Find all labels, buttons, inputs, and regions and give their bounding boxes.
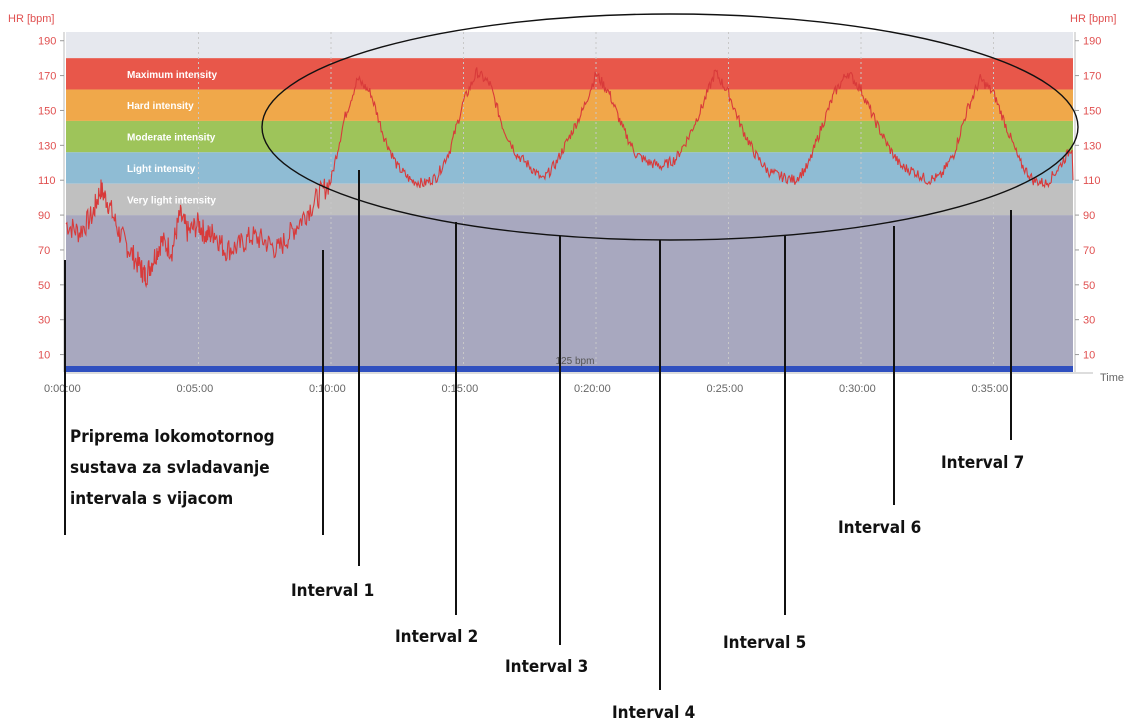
y-tick-label-right-190: 190 (1083, 36, 1101, 48)
x-tick-label-7: 0:35:00 (972, 383, 1009, 395)
y-axis-title-right: HR [bpm] (1070, 13, 1116, 25)
annotation-lines (64, 170, 1012, 690)
threshold-bar (66, 366, 1073, 372)
threshold-label: 125 bpm (556, 356, 595, 367)
y-tick-label-right-110: 110 (1083, 175, 1101, 187)
interval-5-label: Interval 5 (723, 633, 806, 653)
zone-label-3: Light intensity (127, 164, 196, 175)
zone-band-0 (66, 58, 1073, 90)
y-axis-title-left: HR [bpm] (8, 13, 54, 25)
y-tick-label-right-70: 70 (1083, 245, 1095, 257)
warmup-note-line-1: Priprema lokomotornog (70, 427, 275, 447)
y-tick-label-left-10: 10 (38, 350, 50, 362)
zone-label-0: Maximum intensity (127, 70, 217, 81)
y-axis-left: 10 30 50 70 90 110 130 150 170 190 (38, 32, 65, 372)
interval-7-label: Interval 7 (941, 453, 1024, 473)
interval-highlight-ellipse (261, 13, 1079, 241)
y-tick-label-right-130: 130 (1083, 140, 1101, 152)
y-tick-label-right-50: 50 (1083, 280, 1095, 292)
zone-label-4: Very light intensity (127, 195, 216, 206)
zone-label-1: Hard intensity (127, 101, 194, 112)
x-tick-label-4: 0:20:00 (574, 383, 611, 395)
y-tick-label-left-30: 30 (38, 315, 50, 327)
y-axis-right: 10 30 50 70 90 110 130 150 170 190 (1074, 32, 1101, 372)
threshold-bar-group: 125 bpm (66, 356, 1073, 372)
y-tick-label-left-150: 150 (38, 105, 56, 117)
interval-4-label: Interval 4 (612, 703, 695, 723)
y-tick-label-left-70: 70 (38, 245, 50, 257)
zone-band-3 (66, 152, 1073, 184)
zone-labels: Maximum intensity Hard intensity Moderate … (127, 70, 217, 207)
y-tick-label-left-90: 90 (38, 210, 50, 222)
x-tick-label-0: 0:00:00 (44, 383, 81, 395)
y-tick-label-left-50: 50 (38, 280, 50, 292)
zone-label-2: Moderate intensity (127, 133, 216, 144)
below-zone-area (66, 215, 1073, 372)
above-zone-area (66, 32, 1073, 59)
interval-3-label: Interval 3 (505, 657, 588, 677)
hr-line-0 (65, 67, 1074, 289)
x-tick-label-6: 0:30:00 (839, 383, 876, 395)
interval-6-label: Interval 6 (838, 518, 921, 538)
y-tick-label-left-190: 190 (38, 36, 56, 48)
zone-band-4 (66, 183, 1073, 216)
y-tick-label-right-150: 150 (1083, 105, 1101, 117)
y-tick-label-left-130: 130 (38, 140, 56, 152)
x-tick-label-5: 0:25:00 (707, 383, 744, 395)
y-tick-label-left-110: 110 (38, 175, 56, 187)
interval-1-label: Interval 1 (291, 581, 374, 601)
plot-background (66, 32, 1073, 372)
zone-band-1 (66, 89, 1073, 121)
hr-series (65, 67, 1074, 289)
x-axis-title: Time (1100, 372, 1124, 384)
interval-2-label: Interval 2 (395, 627, 478, 647)
y-tick-label-right-90: 90 (1083, 210, 1095, 222)
x-tick-label-1: 0:05:00 (177, 383, 214, 395)
warmup-note-line-3: intervala s vijacom (70, 489, 233, 509)
y-tick-label-right-170: 170 (1083, 71, 1101, 83)
x-tick-label-2: 0:10:00 (309, 383, 346, 395)
y-tick-label-right-30: 30 (1083, 315, 1095, 327)
y-tick-label-left-170: 170 (38, 71, 56, 83)
x-tick-label-3: 0:15:00 (442, 383, 479, 395)
warmup-note-line-2: sustava za svladavanje (70, 458, 270, 478)
x-axis: 0:00:00 0:05:00 0:10:00 0:15:00 0:20:00 0:25:… (44, 372, 1093, 395)
y-tick-label-right-10: 10 (1083, 350, 1095, 362)
